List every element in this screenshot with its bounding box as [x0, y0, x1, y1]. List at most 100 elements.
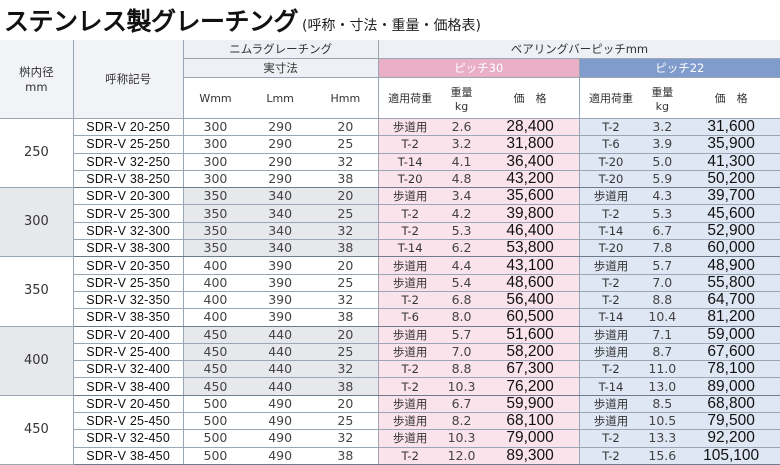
name-code-cell: SDR-V 25-350 [72, 274, 184, 292]
table-row: SDR-V 32-400 450 440 32 T-2 8.8 67,300 T-2 11.0 7… [0, 360, 780, 379]
l-value-cell: 290 [247, 170, 313, 189]
l-value-cell: 390 [247, 291, 313, 310]
p22-price-cell: 41,300 [682, 153, 780, 171]
h-value-cell: 20 [312, 256, 379, 275]
name-code-cell: SDR-V 38-350 [72, 308, 184, 327]
l-value-cell: 290 [247, 135, 313, 154]
pitch-group-header: ベアリングバーピッチmm [377, 40, 780, 59]
name-code-cell: SDR-V 32-450 [72, 429, 184, 448]
p22-price-cell: 64,700 [682, 291, 780, 310]
p30-load-cell: 歩道用 [377, 187, 442, 206]
p30-weight-header: 重量 kg [441, 77, 482, 119]
w-value-cell: 400 [182, 274, 248, 292]
p30-load-cell: T-20 [377, 170, 442, 189]
grating-group-header: ニムラグレーチング [182, 40, 379, 59]
h-value-cell: 38 [312, 377, 379, 396]
p30-load-cell: T-14 [377, 239, 442, 258]
l-header: Lmm [247, 77, 313, 119]
name-code-cell: SDR-V 20-300 [72, 187, 184, 206]
p30-load-cell: T-6 [377, 308, 442, 327]
p30-price-cell: 36,400 [481, 153, 580, 171]
pitch30-header: ピッチ30 [377, 58, 580, 78]
p30-load-cell: 歩道用 [377, 326, 442, 344]
l-value-cell: 440 [247, 326, 313, 344]
inner-diameter-unit: mm [25, 80, 48, 94]
table-row: SDR-V 38-300 350 340 38 T-14 6.2 53,800 T-20 7.8… [0, 239, 780, 258]
table-row: SDR-V 38-450 500 490 38 T-2 12.0 89,300 T-2 15.6… [0, 447, 780, 465]
p30-weight-cell: 2.6 [441, 118, 482, 137]
l-value-cell: 390 [247, 308, 313, 327]
name-code-cell: SDR-V 25-450 [72, 412, 184, 431]
p22-load-cell: 歩道用 [578, 395, 643, 414]
name-code-cell: SDR-V 25-400 [72, 343, 184, 362]
p30-weight-cell: 5.3 [441, 222, 482, 241]
p22-price-cell: 81,200 [682, 308, 780, 327]
p30-load-cell: 歩道用 [377, 343, 442, 362]
l-value-cell: 340 [247, 222, 313, 241]
page-title: ステンレス製グレーチング [4, 7, 299, 36]
p30-price-cell: 89,300 [481, 447, 580, 465]
h-value-cell: 20 [312, 118, 379, 137]
p30-price-cell: 60,500 [481, 308, 580, 327]
table-row: 250 SDR-V 20-250 300 290 20 歩道用 2.6 28,400 T-2 3.… [0, 118, 780, 189]
p22-load-cell: T-2 [578, 274, 643, 292]
p30-load-cell: T-2 [377, 291, 442, 310]
table-row: SDR-V 32-350 400 390 32 T-2 6.8 56,400 T-2 8.8 64… [0, 291, 780, 310]
p30-load-cell: T-2 [377, 447, 442, 465]
table-row: SDR-V 38-350 400 390 38 T-6 8.0 60,500 T-14 10.4… [0, 308, 780, 327]
p30-price-cell: 35,600 [481, 187, 580, 206]
p22-load-cell: T-2 [578, 429, 643, 448]
table-row: SDR-V 38-250 300 290 38 T-20 4.8 43,200 T-20 5.9… [0, 170, 780, 189]
p30-load-header: 適用荷重 [377, 77, 442, 119]
p22-price-cell: 67,600 [682, 343, 780, 362]
h-value-cell: 32 [312, 153, 379, 171]
l-value-cell: 440 [247, 377, 313, 396]
p22-price-cell: 59,000 [682, 326, 780, 344]
w-value-cell: 500 [182, 412, 248, 431]
table-row: SDR-V 25-350 400 390 25 歩道用 5.4 48,600 T-2 7.0 55… [0, 274, 780, 292]
l-value-cell: 440 [247, 343, 313, 362]
p22-weight-cell: 5.7 [642, 256, 683, 275]
p22-price-cell: 55,800 [682, 274, 780, 292]
p30-price-header: 価 格 [481, 77, 580, 119]
p22-price-cell: 68,800 [682, 395, 780, 414]
p22-weight-cell: 10.4 [642, 308, 683, 327]
p30-weight-cell: 6.7 [441, 395, 482, 414]
p22-weight-cell: 7.1 [642, 326, 683, 344]
name-code-cell: SDR-V 20-450 [72, 395, 184, 414]
h-value-cell: 25 [312, 204, 379, 223]
inner-diameter-label: 桝内径 [19, 65, 54, 79]
p30-price-cell: 76,200 [481, 377, 580, 396]
p22-weight-cell: 8.7 [642, 343, 683, 362]
p30-weight-unit: kg [454, 99, 469, 113]
p30-weight-cell: 5.4 [441, 274, 482, 292]
name-code-cell: SDR-V 38-250 [72, 170, 184, 189]
l-value-cell: 490 [247, 395, 313, 414]
h-value-cell: 32 [312, 429, 379, 448]
p22-load-cell: T-20 [578, 170, 643, 189]
p22-price-cell: 60,000 [682, 239, 780, 258]
p30-load-cell: 歩道用 [377, 256, 442, 275]
p22-price-cell: 92,200 [682, 429, 780, 448]
name-code-cell: SDR-V 32-250 [72, 153, 184, 171]
name-code-cell: SDR-V 20-250 [72, 118, 184, 137]
p22-weight-cell: 3.9 [642, 135, 683, 154]
p30-price-cell: 46,400 [481, 222, 580, 241]
w-header: Wmm [182, 77, 248, 119]
h-value-cell: 38 [312, 447, 379, 465]
table-row: 450 SDR-V 20-450 500 490 20 歩道用 6.7 59,900 歩道用 8.… [0, 395, 780, 465]
p30-price-cell: 59,900 [481, 395, 580, 414]
h-value-cell: 32 [312, 222, 379, 241]
p22-load-cell: T-14 [578, 222, 643, 241]
p22-weight-cell: 8.8 [642, 291, 683, 310]
table-row: SDR-V 25-450 500 490 25 歩道用 8.2 68,100 歩道用 10.5 7… [0, 412, 780, 431]
p22-weight-cell: 8.5 [642, 395, 683, 414]
w-value-cell: 350 [182, 204, 248, 223]
inner-diameter-cell: 300 [0, 187, 74, 258]
p30-weight-label: 重量 [450, 85, 473, 99]
p30-weight-cell: 3.4 [441, 187, 482, 206]
h-value-cell: 20 [312, 395, 379, 414]
p22-weight-cell: 13.0 [642, 377, 683, 396]
w-value-cell: 450 [182, 360, 248, 379]
w-value-cell: 300 [182, 153, 248, 171]
